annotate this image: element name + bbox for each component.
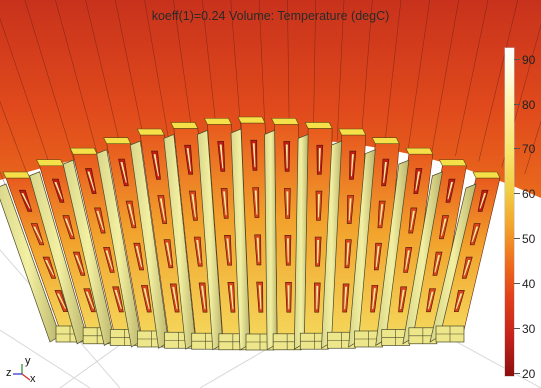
colorbar-tick	[514, 59, 520, 60]
colorbar-tick	[514, 148, 520, 149]
colorbar-label-80: 80	[522, 98, 536, 112]
colorbar-tick	[514, 373, 520, 374]
stator-tooth	[402, 159, 467, 345]
colorbar-tick	[514, 193, 520, 194]
colorbar-tick	[514, 104, 520, 105]
colorbar-tick	[514, 328, 520, 329]
colorbar-label-40: 40	[522, 277, 536, 291]
stator-tooth	[293, 122, 333, 350]
colorbar-label-30: 30	[522, 322, 536, 336]
stator-tooth	[375, 147, 434, 347]
colorbar-tick	[514, 283, 520, 284]
color-legend-bar	[505, 48, 514, 376]
stator-teeth	[0, 116, 501, 351]
axis-label-z: z	[6, 367, 12, 379]
colorbar-label-20: 20	[522, 367, 536, 381]
yoke-lamination-lines	[0, 0, 541, 198]
stator-tooth	[348, 137, 400, 348]
colorbar-tick	[514, 238, 520, 239]
axis-label-x: x	[30, 373, 36, 385]
stator-tooth	[264, 118, 302, 351]
axis-orientation-triad: y z x	[4, 352, 44, 386]
colorbar-label-50: 50	[522, 232, 536, 246]
axis-triad-lines	[13, 364, 31, 381]
colorbar-label-90: 90	[522, 53, 536, 67]
colorbar-label-70: 70	[522, 142, 536, 156]
colorbar-label-60: 60	[522, 187, 536, 201]
axis-label-y: y	[25, 355, 31, 367]
stator-tooth	[429, 171, 501, 343]
